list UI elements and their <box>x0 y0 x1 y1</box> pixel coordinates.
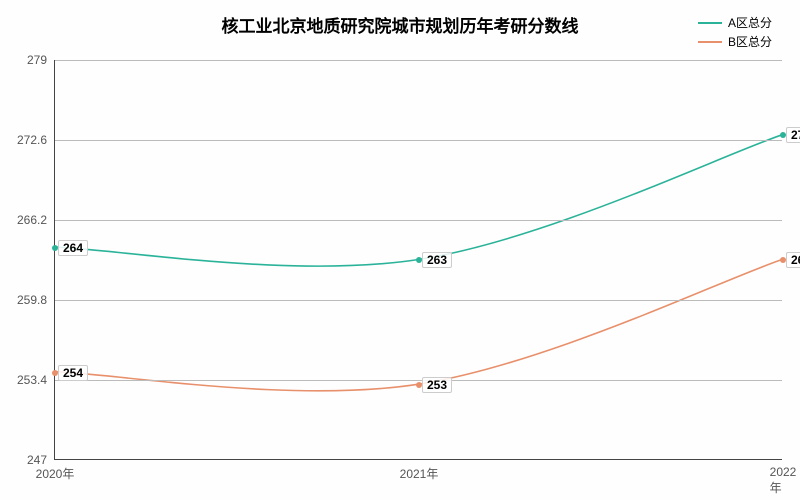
chart-title: 核工业北京地质研究院城市规划历年考研分数线 <box>222 12 579 37</box>
legend-item: A区总分 <box>698 14 772 31</box>
y-tick-label: 266.2 <box>17 213 47 227</box>
y-tick-label: 259.8 <box>17 293 47 307</box>
grid-line <box>55 300 782 301</box>
legend-swatch <box>698 22 722 24</box>
data-label: 263 <box>422 252 452 268</box>
data-label: 264 <box>58 240 88 256</box>
series-line <box>55 260 782 391</box>
data-label: 253 <box>422 377 452 393</box>
plot-area: 247253.4259.8266.2272.62792020年2021年2022… <box>54 60 782 460</box>
x-tick-label: 2020年 <box>36 465 75 482</box>
data-label: 263 <box>786 252 800 268</box>
chart-container: 核工业北京地质研究院城市规划历年考研分数线 A区总分 B区总分 247253.42… <box>0 0 800 500</box>
series-line <box>55 135 782 266</box>
legend-label: B区总分 <box>728 33 772 50</box>
y-tick-label: 253.4 <box>17 373 47 387</box>
grid-line <box>55 60 782 61</box>
data-label: 254 <box>58 365 88 381</box>
x-tick-label: 2021年 <box>400 465 439 482</box>
legend-swatch <box>698 41 722 43</box>
grid-line <box>55 220 782 221</box>
legend-label: A区总分 <box>728 14 772 31</box>
y-tick-label: 279 <box>27 53 47 67</box>
data-label: 273 <box>786 127 800 143</box>
legend-item: B区总分 <box>698 33 772 50</box>
y-tick-label: 272.6 <box>17 133 47 147</box>
grid-line <box>55 140 782 141</box>
x-tick-label: 2022年 <box>770 465 797 496</box>
grid-line <box>55 380 782 381</box>
legend: A区总分 B区总分 <box>698 14 772 52</box>
